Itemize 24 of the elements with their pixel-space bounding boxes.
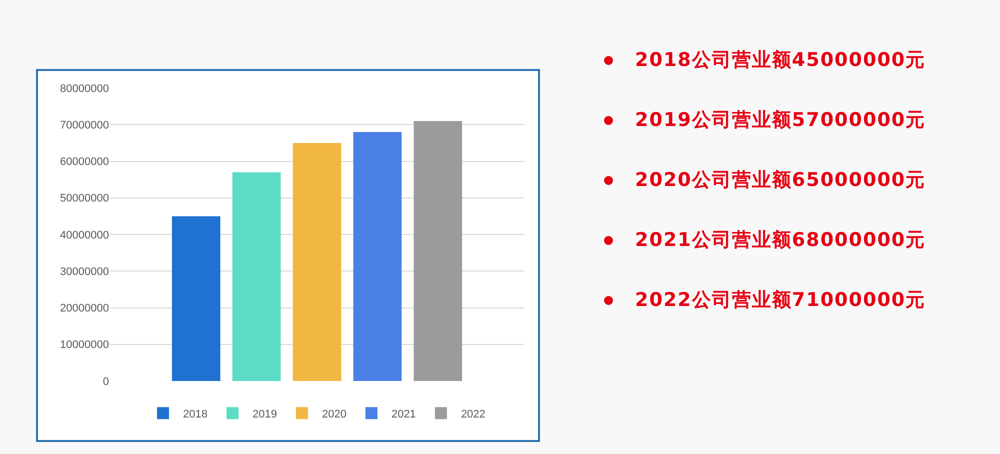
bar [172,216,220,381]
legend-label: 2018 [183,408,208,420]
bar [232,172,281,381]
y-tick-label: 30000000 [60,266,109,278]
text: 2018公司营业额45000000元 [635,48,926,73]
y-tick-label: 70000000 [60,119,109,132]
bar [414,120,462,381]
legend-label: 2021 [391,408,416,420]
legend-label: 2022 [460,408,486,420]
text: 2022公司营业额71000000元 [635,288,926,313]
text: 2020公司营业额65000000元 [635,168,926,193]
bar [353,132,402,381]
bar [292,142,342,381]
y-tick-label: 0 [102,376,109,388]
text: 2021公司营业额68000000元 [635,228,926,253]
y-tick-label: 20000000 [60,302,109,315]
y-tick-label: 80000000 [60,82,109,95]
y-tick-label: 50000000 [60,192,109,205]
y-tick-label: 10000000 [60,339,109,352]
y-tick-label: 40000000 [60,229,109,242]
y-tick-label: 60000000 [60,156,109,168]
legend-label: 2020 [322,408,346,420]
legend-label: 2019 [252,408,277,420]
text: 2019公司营业额57000000元 [635,108,926,133]
